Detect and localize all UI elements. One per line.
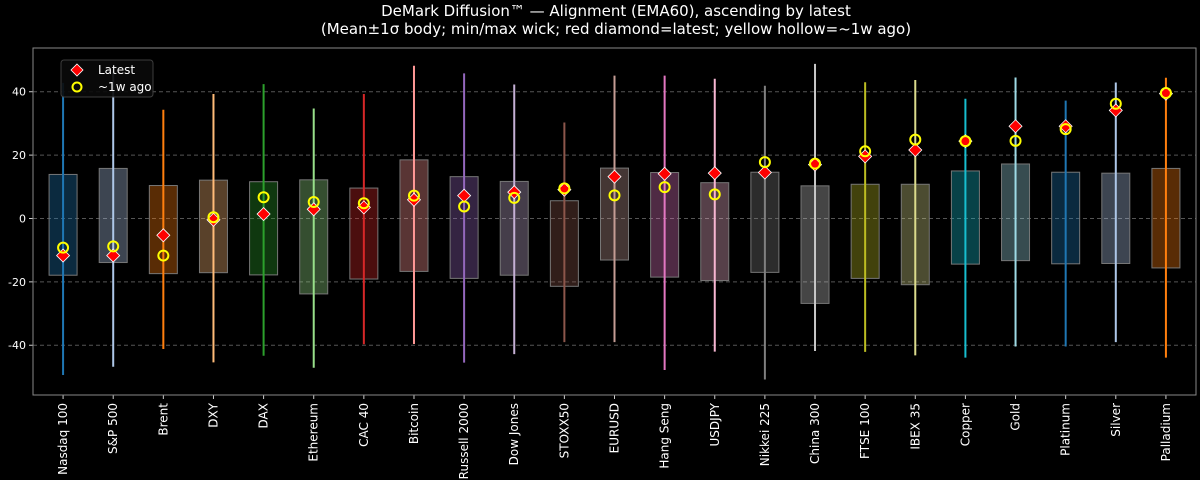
plot-frame [32, 47, 1197, 396]
y-tick-label: -40 [8, 339, 26, 352]
latest-marker [156, 228, 171, 243]
category-group [1101, 82, 1131, 343]
x-axis: Nasdaq 100 S&P 500 Brent DXY DAX Ethereum CAC … [56, 395, 1173, 479]
week-ago-marker [307, 196, 320, 209]
x-tick-label: Nikkei 225 [758, 403, 772, 466]
category-group [900, 80, 930, 356]
category-group [98, 71, 128, 367]
x-tick-label: Platinum [1059, 403, 1073, 456]
category-group [850, 82, 880, 352]
category-group [600, 75, 629, 343]
category-group [249, 84, 279, 356]
category-group [48, 82, 78, 376]
x-tick-label: DXY [206, 402, 220, 427]
category-group [650, 75, 680, 370]
x-tick-label: Dow Jones [507, 403, 521, 465]
x-tick-label: S&P 500 [106, 403, 120, 454]
x-tick-label: Copper [958, 403, 972, 446]
legend-box [60, 59, 154, 98]
x-tick-label: Nasdaq 100 [56, 403, 70, 475]
category-group [198, 93, 228, 363]
x-tick-label: IBEX 35 [908, 403, 922, 450]
latest-marker [607, 169, 622, 184]
x-tick-label: Hang Seng [658, 403, 672, 469]
y-tick-label: 0 [19, 212, 26, 225]
latest-marker [908, 142, 923, 158]
category-group [349, 93, 379, 345]
x-tick-label: DAX [257, 403, 271, 428]
week-ago-marker [758, 156, 771, 169]
week-ago-marker [107, 240, 120, 253]
category-group [299, 108, 329, 368]
week-ago-marker [909, 133, 922, 146]
week-ago-marker [1159, 86, 1172, 99]
x-tick-label: Palladium [1159, 403, 1173, 461]
week-ago-marker [157, 249, 170, 262]
x-tick-label: Brent [156, 403, 170, 436]
week-ago-marker [57, 241, 70, 254]
x-tick-label: Silver [1109, 403, 1123, 437]
category-group [1151, 77, 1181, 358]
week-ago-marker [357, 197, 370, 210]
y-tick-label: -20 [8, 276, 26, 289]
x-tick-label: Ethereum [307, 403, 321, 462]
category-group [499, 84, 529, 355]
x-tick-label: CAC 40 [357, 403, 371, 447]
y-tick-label: 40 [12, 86, 26, 99]
legend-week-ago-circle-icon [71, 81, 83, 93]
category-group [449, 73, 479, 363]
plot-marks [48, 63, 1181, 380]
category-group [750, 85, 780, 380]
legend-latest-label: Latest [98, 63, 135, 77]
latest-marker [707, 166, 722, 181]
week-ago-marker [407, 189, 420, 202]
category-group [549, 122, 579, 343]
latest-marker [657, 166, 672, 181]
x-tick-label: Russell 2000 [457, 403, 471, 479]
legend: Latest ~1w ago [60, 59, 154, 98]
x-tick-label: China 300 [808, 403, 822, 464]
x-tick-label: Gold [1009, 403, 1023, 431]
y-tick-label: 20 [12, 149, 26, 162]
category-group [399, 65, 429, 344]
latest-marker [757, 165, 772, 180]
week-ago-marker [1059, 123, 1072, 136]
chart-subtitle: (Mean±1σ body; min/max wick; red diamond… [321, 20, 911, 38]
week-ago-marker [1009, 134, 1022, 147]
x-tick-label: FTSE 100 [858, 403, 872, 459]
week-ago-marker [508, 191, 521, 204]
week-ago-marker [859, 145, 872, 158]
legend-week-ago-label: ~1w ago [98, 80, 152, 94]
category-group [800, 63, 830, 351]
week-ago-marker [658, 181, 671, 194]
week-ago-marker [458, 200, 471, 213]
latest-marker [1008, 119, 1023, 134]
week-ago-marker [257, 191, 270, 204]
category-group [950, 98, 980, 358]
category-group [1051, 100, 1081, 347]
week-ago-marker [708, 188, 721, 201]
week-ago-marker [1109, 97, 1122, 110]
week-ago-marker [558, 182, 571, 195]
latest-marker [106, 248, 121, 263]
x-tick-label: EURUSD [608, 403, 622, 453]
latest-marker [1058, 119, 1073, 134]
category-group [1001, 77, 1031, 347]
x-tick-label: USDJPY [708, 402, 722, 446]
week-ago-marker [809, 157, 822, 170]
x-tick-label: Bitcoin [407, 403, 421, 444]
week-ago-marker [959, 135, 972, 148]
category-group [700, 78, 730, 352]
week-ago-marker [207, 211, 220, 224]
category-group [148, 109, 178, 350]
x-tick-label: STOXX50 [557, 403, 571, 458]
latest-marker [256, 206, 271, 222]
y-axis: -40 -20 0 20 40 [8, 86, 33, 352]
chart-title: DeMark Diffusion™ — Alignment (EMA60), a… [381, 2, 851, 20]
week-ago-marker [608, 189, 621, 202]
legend-latest-diamond-icon [70, 63, 84, 77]
latest-marker [56, 248, 71, 263]
